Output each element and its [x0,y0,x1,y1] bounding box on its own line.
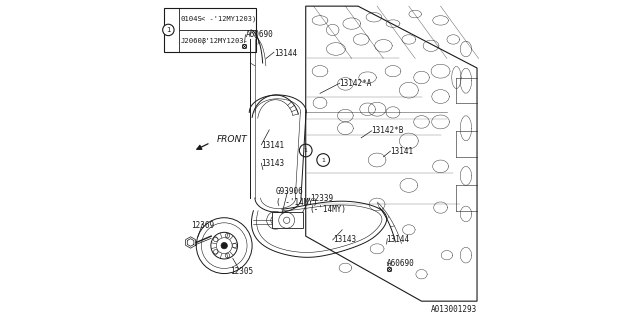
Text: 13144: 13144 [274,49,297,58]
Text: < -'12MY1203): < -'12MY1203) [201,16,256,22]
Text: A013001293: A013001293 [431,305,477,314]
Text: ('12MY1203-  ): ('12MY1203- ) [201,38,260,44]
Text: A60690: A60690 [246,30,273,39]
Text: 12305: 12305 [230,267,253,276]
Text: 12369: 12369 [191,220,214,229]
Text: 13142*B: 13142*B [371,126,403,135]
Text: 1: 1 [166,27,171,33]
Text: 1: 1 [321,157,325,163]
Text: 12339: 12339 [310,194,333,203]
Text: FRONT: FRONT [217,135,248,144]
Text: 13141: 13141 [261,141,284,150]
Text: 13143: 13143 [333,236,356,244]
Bar [273,212,303,228]
Text: A60690: A60690 [387,259,414,268]
Text: (-'14MY): (-'14MY) [310,205,347,214]
Bar [164,8,256,52]
Text: J20603: J20603 [180,38,207,44]
Text: 0104S: 0104S [180,16,202,22]
Text: 13143: 13143 [261,159,284,168]
Text: 13144: 13144 [387,236,410,244]
Circle shape [163,24,174,36]
Text: ( -'14MY): ( -'14MY) [276,198,317,207]
Text: 13142*A: 13142*A [339,79,371,88]
Text: G93906: G93906 [276,187,303,196]
Text: 1: 1 [304,148,308,153]
Text: 13141: 13141 [390,147,413,156]
Circle shape [221,243,227,249]
